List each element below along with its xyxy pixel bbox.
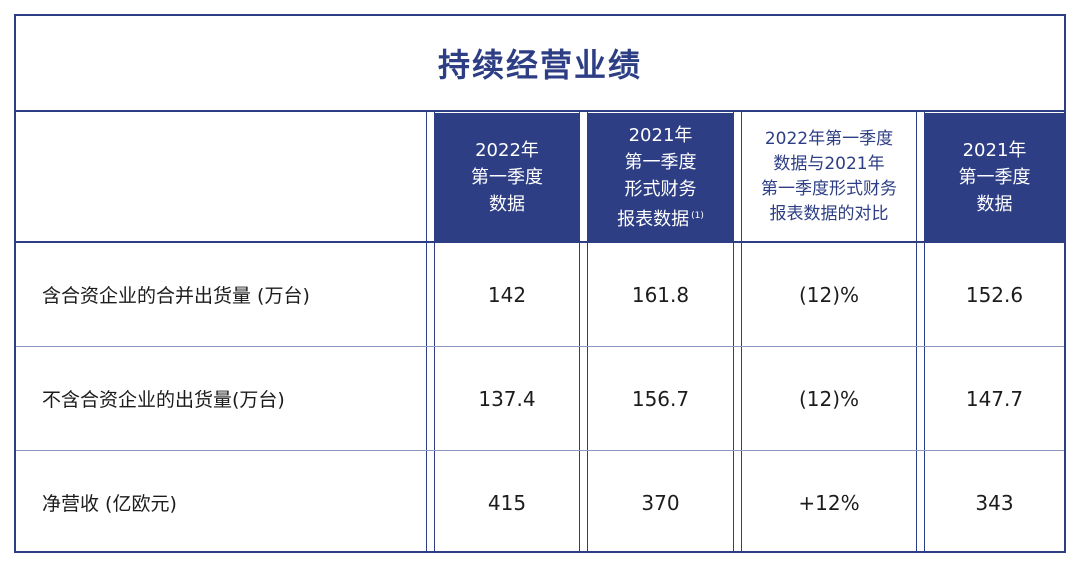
divider	[924, 112, 925, 553]
table-cell: 152.6	[965, 282, 1024, 307]
column-header-line: 第一季度	[624, 151, 697, 173]
column-header-line: 报表数据的对比	[769, 204, 889, 224]
column-header-line: 数据	[976, 193, 1013, 215]
table-cell: 415	[487, 490, 527, 515]
table-cell: 370	[641, 490, 680, 515]
row-separator	[16, 346, 1064, 347]
column-header-line-text: 报表数据	[617, 208, 690, 230]
row-label: 净营收 (亿欧元)	[42, 493, 177, 515]
divider	[733, 112, 734, 553]
divider	[587, 112, 588, 553]
divider	[916, 112, 917, 553]
column-header-line: 第一季度	[471, 166, 543, 188]
column-header-line: 2021年	[962, 139, 1027, 161]
column-header-line: 2022年第一季度	[764, 129, 894, 149]
table-title: 持续经营业绩	[437, 46, 642, 84]
divider	[434, 112, 435, 553]
table-cell: 161.8	[631, 282, 690, 307]
table-cell: 147.7	[965, 386, 1024, 411]
footnote-marker: (1)	[691, 210, 704, 221]
divider	[579, 112, 580, 553]
table-cell: 343	[975, 490, 1014, 515]
table-cell: 142	[487, 282, 527, 307]
table-cell: 156.7	[631, 386, 690, 411]
table-cell: (12)%	[798, 282, 860, 307]
column-header-line: 数据与2021年	[773, 154, 885, 174]
column-header-comparison: 2022年第一季度 数据与2021年 第一季度形式财务 报表数据的对比	[742, 113, 916, 241]
row-label: 含合资企业的合并出货量 (万台)	[42, 285, 310, 307]
column-header-line: 2022年	[475, 139, 539, 161]
column-header-line: 数据	[489, 193, 525, 215]
row-separator	[16, 450, 1064, 451]
table-cell: 137.4	[478, 386, 536, 411]
column-header-line: 第一季度	[958, 166, 1031, 188]
table-cell: +12%	[798, 490, 860, 515]
column-header-2021-q1-pro-forma: 2021年 第一季度 形式财务 报表数据 (1)	[588, 113, 733, 241]
table-cell: (12)%	[798, 386, 860, 411]
column-header-line: 第一季度形式财务	[761, 179, 897, 199]
column-header-line: 2021年	[628, 124, 693, 146]
column-header-line: 形式财务	[624, 178, 697, 200]
divider	[426, 112, 427, 553]
divider	[741, 112, 742, 553]
header-separator	[16, 241, 1064, 243]
column-header-line: 报表数据 (1)	[617, 203, 704, 233]
column-header-2021-q1: 2021年 第一季度 数据	[925, 113, 1064, 241]
row-label: 不含合资企业的出货量(万台)	[42, 389, 285, 411]
results-table: 持续经营业绩 2022年 第一季度 数据 2021年 第一季度 形式财务 报表数…	[14, 14, 1066, 553]
column-header-2022-q1: 2022年 第一季度 数据	[435, 113, 579, 241]
title-bar: 持续经营业绩	[16, 16, 1064, 112]
